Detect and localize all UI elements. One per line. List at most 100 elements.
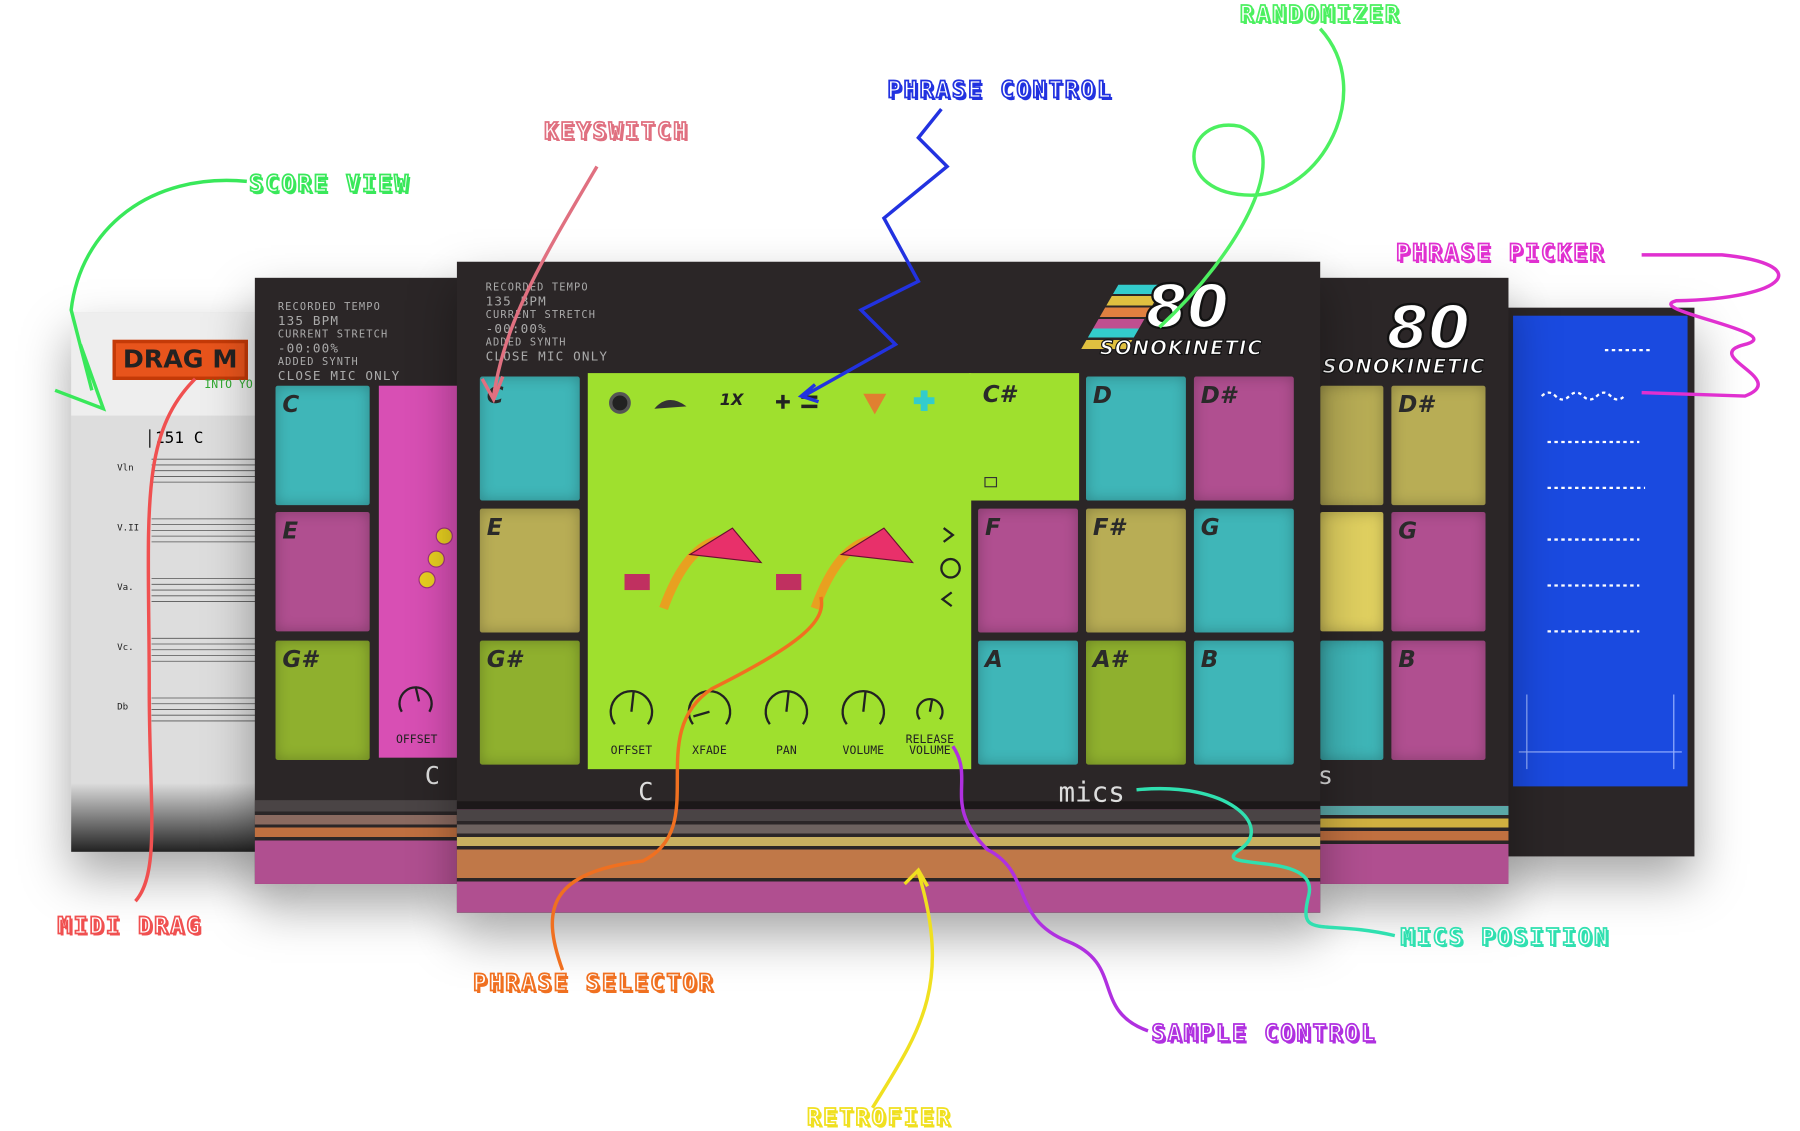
- footer: C: [638, 778, 654, 808]
- knob[interactable]: [687, 690, 732, 725]
- phrase-dot[interactable]: [435, 527, 453, 545]
- key-pad[interactable]: E: [275, 512, 370, 632]
- knob-label: VOLUME: [842, 745, 885, 758]
- key-pad[interactable]: A: [978, 640, 1078, 765]
- knob-pointer: [928, 698, 934, 712]
- staff-label: Db: [117, 701, 129, 712]
- knob-label: OFFSET: [610, 745, 653, 758]
- speed[interactable]: 1X: [719, 391, 744, 410]
- key-label: F#: [1092, 513, 1125, 541]
- stripes: [254, 800, 462, 884]
- key-label: E: [486, 513, 503, 541]
- annotation: RANDOMIZER: [1239, 0, 1402, 28]
- info-line: CLOSE MIC ONLY: [277, 368, 401, 384]
- key-pad[interactable]: D: [1086, 376, 1186, 501]
- footer: C: [424, 762, 440, 791]
- key-label: C: [282, 390, 300, 418]
- logo-brand: SONOKINETIC: [1099, 337, 1263, 361]
- key-label: G#: [282, 645, 318, 673]
- key-label: A: [984, 645, 1003, 673]
- knob-pointer: [785, 690, 790, 712]
- left-panel: RECORDED TEMPO 135 BPM CURRENT STRETCH -00:…: [254, 277, 462, 884]
- key-pad[interactable]: F: [978, 508, 1078, 633]
- picker-patterns: [1518, 348, 1682, 770]
- staff-label: V.II: [117, 522, 140, 533]
- key-pad[interactable]: G: [1193, 508, 1294, 633]
- key-label: D#: [1398, 390, 1434, 418]
- key-label: E: [282, 516, 299, 545]
- phrase-area-tab: [968, 373, 1080, 501]
- mics-button[interactable]: mics: [1058, 776, 1125, 809]
- info-line: ADDED SYNTH: [277, 357, 359, 369]
- staves: [151, 458, 278, 722]
- picker-screen: [1513, 315, 1688, 787]
- knob-pointer: [414, 686, 421, 702]
- staff-label: Vln: [117, 462, 134, 473]
- add-button[interactable]: [913, 390, 935, 411]
- key-pad[interactable]: B: [1193, 640, 1294, 765]
- key-label: B: [1398, 645, 1416, 673]
- partial-pad[interactable]: [1320, 640, 1384, 760]
- key-pad[interactable]: C: [275, 385, 370, 506]
- key-pad[interactable]: D#: [1391, 385, 1486, 506]
- spiral[interactable]: [940, 557, 961, 579]
- key-pad[interactable]: D#: [1193, 376, 1294, 501]
- phrase-arrows: [624, 527, 915, 611]
- key-label: G#: [486, 645, 522, 673]
- key-label: C: [486, 381, 504, 409]
- phrase-dot[interactable]: [427, 550, 445, 568]
- key-pad[interactable]: E: [479, 508, 580, 633]
- knob-pointer: [693, 710, 710, 718]
- info: RECORDED TEMPO 135 BPM CURRENT STRETCH -00:…: [278, 301, 401, 384]
- picker-panel: [1492, 307, 1695, 857]
- shape-button[interactable]: [654, 400, 687, 409]
- annotation: SAMPLE CONTROL: [1151, 1019, 1378, 1048]
- phrase-icon[interactable]: [624, 574, 650, 591]
- stripes: [1308, 805, 1509, 884]
- annotation: MICS POSITION: [1400, 922, 1611, 951]
- knob[interactable]: [916, 698, 944, 721]
- key-label[interactable]: C#: [982, 379, 1016, 408]
- annotation: SCORE VIEW: [248, 169, 411, 198]
- knob-pointer: [630, 690, 635, 712]
- arrow-head[interactable]: [839, 527, 915, 564]
- key-pad[interactable]: B: [1391, 640, 1486, 760]
- main-panel: RECORDED TEMPO 135 BPM CURRENT STRETCH -00:…: [456, 261, 1321, 913]
- key-pad[interactable]: G#: [275, 640, 370, 760]
- knob[interactable]: [841, 690, 886, 725]
- phrase-strip: [378, 385, 460, 758]
- key-label: A#: [1092, 645, 1127, 673]
- annotation: PHRASE CONTROL: [887, 75, 1114, 104]
- partial-pad[interactable]: [1320, 512, 1384, 632]
- key-pad[interactable]: G: [1391, 512, 1486, 632]
- staff-label: Va.: [117, 582, 134, 593]
- info-line: 135 BPM: [277, 313, 340, 329]
- key-pad[interactable]: C: [479, 376, 580, 501]
- knob-label: PAN: [776, 745, 797, 758]
- record-button[interactable]: [609, 392, 631, 414]
- knob-label: XFADE: [692, 745, 727, 758]
- key-pad[interactable]: G#: [479, 640, 580, 765]
- key-pad[interactable]: F#: [1086, 508, 1186, 633]
- score-panel: DRAG M INTO YO 151 C Vln V.II Va. Vc. Db: [71, 312, 278, 852]
- left-decor: [398, 527, 453, 713]
- key-pad[interactable]: A#: [1086, 640, 1186, 765]
- phrase-dot[interactable]: [418, 571, 436, 589]
- annotation: KEYSWITCH: [543, 116, 690, 145]
- key-label: F: [984, 513, 1001, 541]
- phrase-icon[interactable]: [776, 574, 802, 591]
- arrow-head[interactable]: [688, 527, 763, 564]
- annotation: MIDI DRAG: [57, 911, 203, 940]
- filter-button[interactable]: [863, 393, 887, 415]
- logo-number: 80: [1145, 273, 1230, 343]
- tools[interactable]: [776, 394, 818, 409]
- lock[interactable]: [984, 476, 998, 488]
- logo-number: 80: [1386, 293, 1471, 363]
- nav-arrows[interactable]: [940, 527, 955, 608]
- knob-label: OFFSET: [395, 733, 438, 747]
- logo-brand: SONOKINETIC: [1322, 355, 1486, 379]
- key-label: D: [1092, 381, 1112, 409]
- right-panel: 80 SONOKINETIC s D# G B: [1308, 277, 1509, 884]
- partial-pad[interactable]: [1320, 385, 1384, 506]
